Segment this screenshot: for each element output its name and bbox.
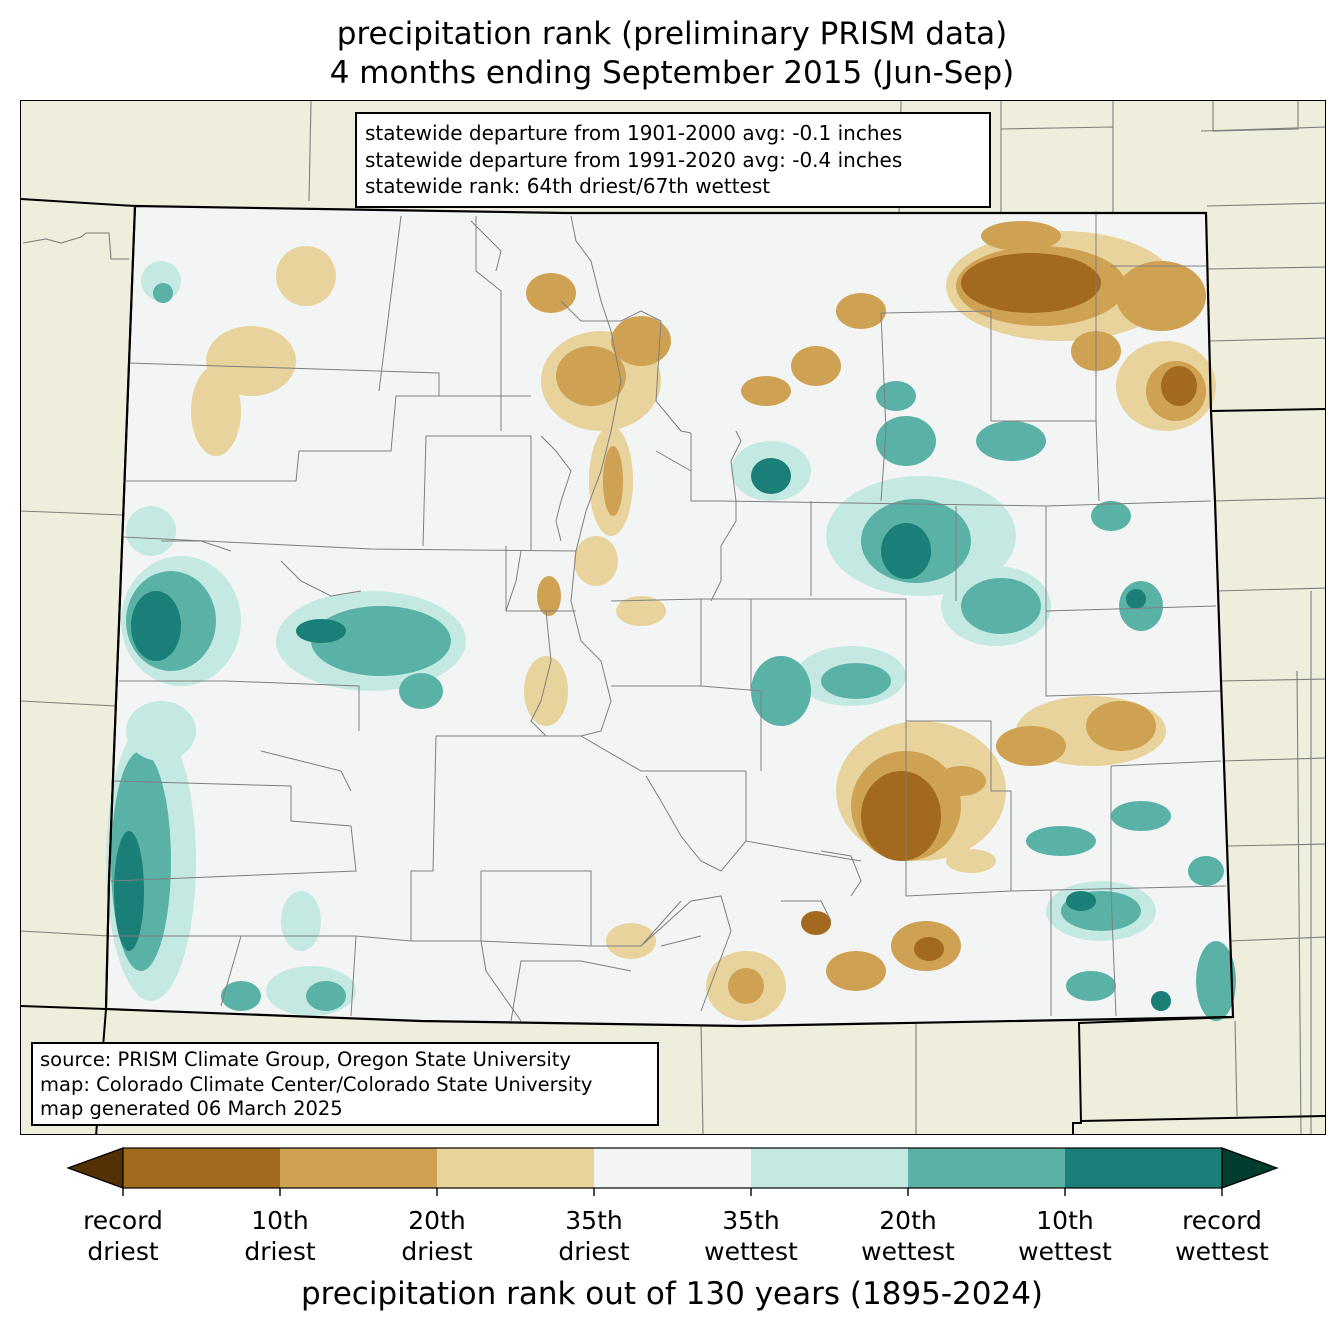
stats-departure-1901-2000: statewide departure from 1901-2000 avg: … <box>365 121 903 145</box>
colorbar-tick-label: 10th wettest <box>1018 1206 1112 1266</box>
colorbar-tick-label: 35th driest <box>558 1206 630 1266</box>
map-title-line-2: 4 months ending September 2015 (Jun-Sep) <box>329 55 1015 91</box>
statewide-stats-box: statewide departure from 1901-2000 avg: … <box>355 112 991 208</box>
colorbar-bin-record-10th-driest <box>123 1148 280 1188</box>
neighbor-state-borders <box>21 198 1325 1134</box>
county-lines <box>109 211 1227 1022</box>
source-box: source: PRISM Climate Group, Oregon Stat… <box>31 1042 659 1126</box>
colorbar-bin-10th-20th-driest <box>280 1148 437 1188</box>
colorbar-tick-label: record wettest <box>1175 1206 1269 1266</box>
source-data: source: PRISM Climate Group, Oregon Stat… <box>40 1048 571 1071</box>
colorbar-tick-label: record driest <box>83 1206 163 1266</box>
source-map: map: Colorado Climate Center/Colorado St… <box>40 1072 593 1096</box>
colorado-map <box>21 101 1325 1134</box>
stats-rank: statewide rank: 64th driest/67th wettest <box>365 174 771 198</box>
source-generated: map generated 06 March 2025 <box>40 1097 343 1120</box>
precip-rank-shading <box>106 221 1236 1021</box>
colorbar-outline <box>122 1147 1223 1189</box>
colorbar-extend-dry <box>66 1147 124 1189</box>
colorbar-bin-20th-10th-wettest <box>908 1148 1065 1188</box>
colorbar-tick-label: 20th wettest <box>861 1206 955 1266</box>
colorbar-bin-20th-35th-driest <box>437 1148 594 1188</box>
colorbar-bin-near-normal <box>594 1148 751 1188</box>
stats-departure-1991-2020: statewide departure from 1991-2020 avg: … <box>365 147 903 172</box>
colorbar-title: precipitation rank out of 130 years (189… <box>300 1276 1044 1312</box>
colorbar <box>66 1147 1279 1196</box>
colorbar-ticks <box>122 1188 1223 1196</box>
colorbar-tick-label: 20th driest <box>401 1206 473 1266</box>
neighbor-state-lines <box>21 101 1325 1134</box>
map-panel <box>20 100 1326 1135</box>
colorbar-bin-35th-20th-wettest <box>751 1148 908 1188</box>
colorbar-bin-10th-record-wettest <box>1065 1148 1222 1188</box>
colorbar-tick-label: 35th wettest <box>704 1206 798 1266</box>
map-title-line-1: precipitation rank (preliminary PRISM da… <box>336 16 1008 52</box>
colorbar-extend-wet <box>1221 1147 1279 1189</box>
colorbar-tick-label: 10th driest <box>244 1206 316 1266</box>
